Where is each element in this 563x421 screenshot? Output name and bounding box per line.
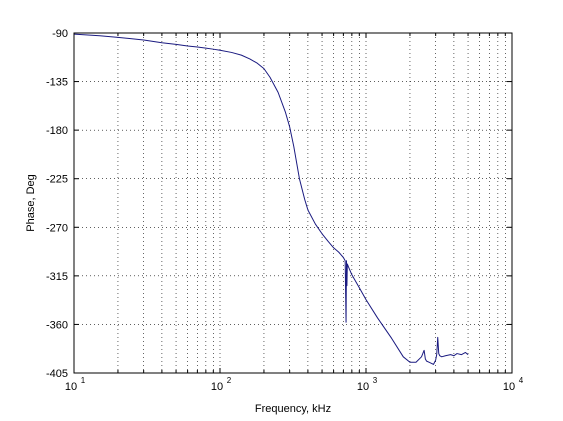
y-tick-labels: -90 -135 -180 -225 -270 -315 -360 -405 bbox=[46, 28, 68, 380]
y-tick-label: -405 bbox=[46, 368, 68, 380]
x-tick-label: 10 bbox=[65, 381, 77, 393]
y-axis-label: Phase, Deg bbox=[25, 174, 37, 231]
phase-series-line bbox=[73, 33, 469, 365]
y-tick-label: -315 bbox=[46, 271, 68, 283]
x-axis-label: Frequency, kHz bbox=[255, 403, 331, 415]
plot-area bbox=[74, 33, 512, 373]
grid-lines bbox=[74, 33, 512, 373]
y-tick-label: -225 bbox=[46, 174, 68, 186]
x-tick-labels: 10 1 10 2 10 3 10 4 bbox=[65, 376, 524, 393]
y-tick-label: -180 bbox=[46, 125, 68, 137]
x-tick-label: 10 bbox=[211, 381, 223, 393]
y-tick-label: -135 bbox=[46, 77, 68, 89]
y-tick-label: -360 bbox=[46, 319, 68, 331]
x-tick-label-exponent: 3 bbox=[373, 376, 378, 385]
x-tick-label-exponent: 2 bbox=[227, 376, 232, 385]
tick-marks bbox=[74, 32, 512, 374]
y-tick-label: -270 bbox=[46, 222, 68, 234]
y-tick-label: -90 bbox=[52, 28, 68, 40]
x-tick-label-exponent: 4 bbox=[519, 376, 524, 385]
x-tick-label: 10 bbox=[503, 381, 515, 393]
plot-frame bbox=[73, 32, 513, 374]
x-tick-label-exponent: 1 bbox=[81, 376, 86, 385]
x-tick-label: 10 bbox=[357, 381, 369, 393]
series-group bbox=[73, 33, 469, 365]
